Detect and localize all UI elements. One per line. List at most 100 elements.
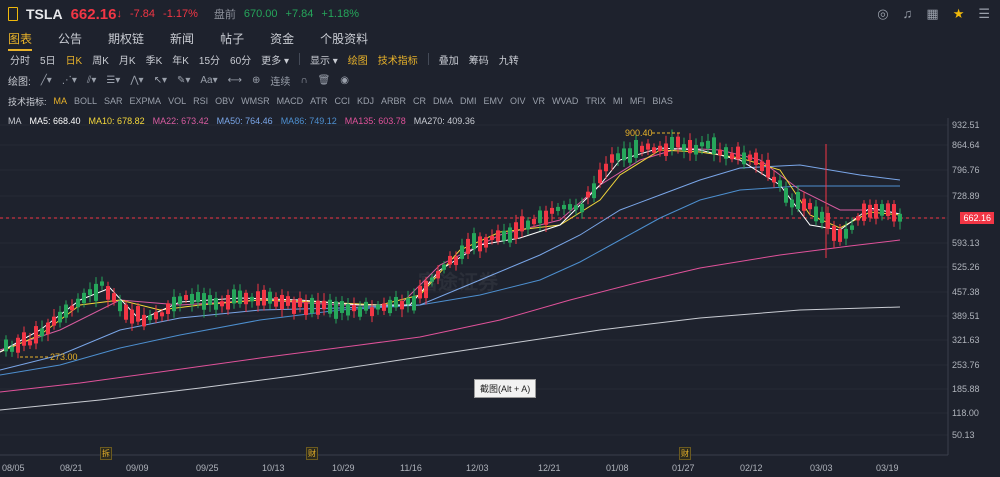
- tab-profile[interactable]: 个股资料: [320, 31, 369, 46]
- candle-body: [274, 297, 278, 307]
- pattern-icon[interactable]: ⋀▾: [130, 74, 144, 86]
- ind-mfi[interactable]: MFI: [629, 96, 646, 106]
- candle-body: [460, 245, 464, 259]
- candle-body: [760, 161, 764, 172]
- ma135-value: MA135: 603.78: [344, 116, 406, 126]
- drawing-toggle[interactable]: 绘图: [347, 55, 368, 67]
- candle-body: [82, 292, 86, 304]
- tab-options-chain[interactable]: 期权链: [108, 31, 145, 46]
- y-tick-label: 932.51: [952, 120, 980, 130]
- candle-body: [16, 337, 20, 353]
- ind-expma[interactable]: EXPMA: [129, 96, 162, 106]
- period-monthly[interactable]: 月K: [118, 55, 136, 67]
- period-intraday[interactable]: 分时: [10, 55, 30, 67]
- ind-mi[interactable]: MI: [612, 96, 623, 106]
- period-yearly[interactable]: 年K: [172, 55, 189, 67]
- candle-body: [334, 301, 338, 319]
- ind-vol[interactable]: VOL: [168, 96, 187, 106]
- tab-chart[interactable]: 图表: [8, 31, 33, 51]
- ind-obv[interactable]: OBV: [215, 96, 235, 106]
- earnings-event-marker[interactable]: 财: [679, 447, 691, 460]
- parallel-icon[interactable]: ⫽▾: [86, 74, 97, 86]
- magnet-icon[interactable]: ∩: [300, 74, 308, 86]
- ind-boll[interactable]: BOLL: [74, 96, 98, 106]
- zoom-icon[interactable]: ⊕: [251, 74, 261, 86]
- tab-capital[interactable]: 资金: [270, 31, 295, 46]
- fib-icon[interactable]: ☰▾: [106, 74, 121, 86]
- period-daily[interactable]: 日K: [65, 55, 83, 67]
- ind-vr[interactable]: VR: [532, 96, 546, 106]
- candle-body: [790, 199, 794, 208]
- multi-line-icon[interactable]: ⋰▾: [61, 74, 77, 86]
- candle-body: [430, 277, 434, 282]
- overlay-button[interactable]: 叠加: [438, 55, 459, 67]
- text-icon[interactable]: Aa▾: [200, 74, 218, 86]
- period-weekly[interactable]: 周K: [92, 55, 109, 67]
- candle-body: [496, 230, 500, 242]
- ind-emv[interactable]: EMV: [483, 96, 503, 106]
- ind-rsi[interactable]: RSI: [193, 96, 209, 106]
- ind-oiv[interactable]: OIV: [510, 96, 526, 106]
- earnings-event-marker[interactable]: 财: [306, 447, 318, 460]
- candle-body: [808, 203, 812, 210]
- line-tool-icon[interactable]: ╱▾: [40, 74, 52, 86]
- y-tick-label: 50.13: [952, 430, 975, 440]
- watermark: 富途证券: [418, 272, 498, 294]
- candle-body: [742, 152, 746, 165]
- target-icon[interactable]: ◎: [877, 6, 889, 21]
- indicator-toggle[interactable]: 技术指标: [377, 55, 418, 67]
- ind-macd[interactable]: MACD: [276, 96, 304, 106]
- ind-wvad[interactable]: WVAD: [552, 96, 579, 106]
- candle-body: [622, 148, 626, 161]
- nine-turn-button[interactable]: 九转: [498, 55, 519, 67]
- low-annotation: 273.00: [50, 352, 78, 362]
- display-menu[interactable]: 显示 ▾: [309, 55, 338, 67]
- ind-dmi[interactable]: DMI: [459, 96, 477, 106]
- candle-body: [286, 296, 290, 306]
- ind-arbr[interactable]: ARBR: [380, 96, 406, 106]
- bell-icon[interactable]: ♫: [902, 6, 913, 21]
- candle-body: [796, 191, 800, 209]
- menu-icon[interactable]: ☰: [978, 6, 990, 21]
- ind-cci[interactable]: CCI: [334, 96, 350, 106]
- ind-sar[interactable]: SAR: [104, 96, 123, 106]
- premarket-change: +7.84: [285, 8, 314, 20]
- tab-posts[interactable]: 帖子: [220, 31, 245, 46]
- continuous-label[interactable]: 连续: [270, 76, 291, 88]
- period-5day[interactable]: 5日: [40, 55, 56, 67]
- star-icon[interactable]: ★: [952, 6, 965, 21]
- period-more[interactable]: 更多 ▾: [261, 55, 289, 67]
- period-quarterly[interactable]: 季K: [145, 55, 163, 67]
- ind-trix[interactable]: TRIX: [585, 96, 606, 106]
- ind-bias[interactable]: BIAS: [652, 96, 673, 106]
- candle-body: [598, 169, 602, 184]
- quote-header: TSLA 662.16 ↓ -7.84 -1.17% 盘前 670.00 +7.…: [0, 0, 1000, 28]
- ind-wmsr[interactable]: WMSR: [241, 96, 270, 106]
- x-tick-label: 09/09: [126, 463, 149, 473]
- candle-body: [778, 180, 782, 187]
- ind-dma[interactable]: DMA: [432, 96, 453, 106]
- ind-ma[interactable]: MA: [53, 96, 68, 106]
- trash-icon[interactable]: 🗑: [317, 74, 331, 86]
- candle-body: [34, 326, 38, 344]
- candle-body: [70, 305, 74, 311]
- cursor-icon[interactable]: ↖▾: [153, 74, 167, 86]
- period-15min[interactable]: 15分: [198, 55, 221, 67]
- measure-icon[interactable]: ⟷: [227, 74, 242, 86]
- tab-announcements[interactable]: 公告: [58, 31, 83, 46]
- x-tick-label: 02/12: [740, 463, 763, 473]
- eye-icon[interactable]: ◉: [340, 74, 349, 86]
- ind-cr[interactable]: CR: [412, 96, 426, 106]
- split-event-marker[interactable]: 拆: [100, 447, 112, 460]
- chips-button[interactable]: 筹码: [468, 55, 489, 67]
- ind-atr[interactable]: ATR: [310, 96, 328, 106]
- price-change-pct: -1.17%: [163, 8, 198, 20]
- tab-news[interactable]: 新闻: [170, 31, 195, 46]
- grid-icon[interactable]: ▦: [926, 6, 939, 21]
- candle-body: [640, 145, 644, 152]
- candle-body: [748, 154, 752, 161]
- ind-kdj[interactable]: KDJ: [356, 96, 374, 106]
- brush-icon[interactable]: ✎▾: [176, 74, 191, 86]
- period-60min[interactable]: 60分: [230, 55, 252, 67]
